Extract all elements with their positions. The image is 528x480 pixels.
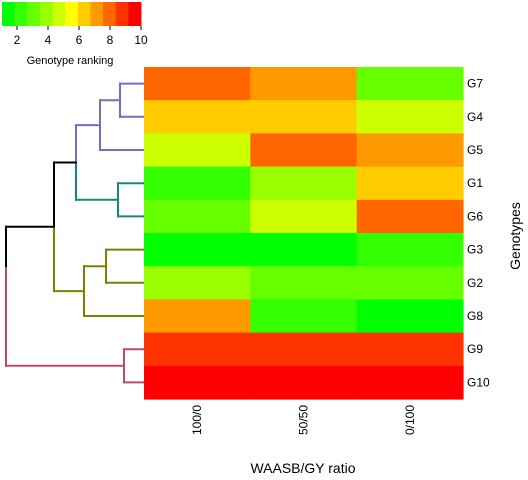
- heatmap-cell: [144, 233, 251, 267]
- heatmap-cell: [357, 299, 464, 333]
- heatmap-cell: [144, 200, 251, 234]
- heatmap-cell: [357, 67, 464, 101]
- heatmap-cell: [144, 167, 251, 201]
- y-tick-label: G8: [467, 309, 483, 323]
- heatmap-cell: [144, 333, 251, 367]
- legend-swatch: [90, 2, 103, 26]
- y-tick-label: G7: [467, 77, 483, 91]
- legend-swatch: [103, 2, 116, 26]
- heatmap-cell: [250, 233, 357, 267]
- heatmap-cell: [250, 67, 357, 101]
- heatmap-cell: [144, 100, 251, 134]
- heatmap-cell: [357, 200, 464, 234]
- y-tick-label: G1: [467, 176, 483, 190]
- heatmap-cell: [250, 333, 357, 367]
- legend-swatch: [2, 2, 15, 26]
- heatmap-cell: [250, 299, 357, 333]
- heatmap-cell: [357, 266, 464, 300]
- x-tick-label: 0/100: [403, 405, 417, 435]
- legend-tick-label: 8: [107, 33, 114, 47]
- legend-swatch: [53, 2, 66, 26]
- heatmap-cell: [250, 100, 357, 134]
- y-tick-label: G2: [467, 276, 483, 290]
- legend-tick-label: 6: [76, 33, 83, 47]
- heatmap-cells: [144, 67, 464, 400]
- color-legend: 2 4 6 8 10 Genotype ranking: [2, 2, 148, 67]
- heatmap-cell: [357, 366, 464, 400]
- legend-swatch: [116, 2, 129, 26]
- x-tick-labels: 100/0 50/50 0/100: [190, 405, 417, 435]
- x-tick-label: 50/50: [297, 405, 311, 435]
- heatmap-cell: [144, 366, 251, 400]
- legend-swatch: [27, 2, 40, 26]
- y-tick-label: G3: [467, 243, 483, 257]
- heatmap-cell: [250, 200, 357, 234]
- heatmap-cell: [144, 133, 251, 167]
- heatmap-cell: [357, 333, 464, 367]
- y-axis-label: Genotypes: [507, 202, 523, 270]
- heatmap-cell: [357, 233, 464, 267]
- legend-tick-label: 4: [45, 33, 52, 47]
- heatmap-cell: [250, 167, 357, 201]
- x-tick-label: 100/0: [190, 405, 204, 435]
- y-tick-label: G5: [467, 143, 483, 157]
- legend-tick-label: 2: [14, 33, 21, 47]
- heatmap-cell: [250, 133, 357, 167]
- heatmap-cell: [144, 67, 251, 101]
- legend-tick-label: 10: [134, 33, 148, 47]
- y-tick-label: G10: [467, 375, 490, 389]
- heatmap-cell: [357, 133, 464, 167]
- x-axis-label: WAASB/GY ratio: [250, 460, 355, 476]
- legend-title: Genotype ranking: [27, 55, 114, 67]
- legend-swatch: [65, 2, 78, 26]
- heatmap-cell: [250, 266, 357, 300]
- y-tick-label: G6: [467, 209, 483, 223]
- heatmap-cell: [357, 100, 464, 134]
- heatmap-cell: [144, 299, 251, 333]
- heatmap-cell: [357, 167, 464, 201]
- legend-swatch: [128, 2, 141, 26]
- y-tick-labels: G7 G4 G5 G1 G6 G3 G2 G8 G9 G10: [467, 77, 490, 390]
- y-tick-label: G4: [467, 110, 483, 124]
- legend-swatches: [2, 2, 142, 26]
- heatmap-cell: [144, 266, 251, 300]
- legend-ticks: 2 4 6 8 10: [14, 26, 148, 47]
- legend-swatch: [15, 2, 28, 26]
- y-tick-label: G9: [467, 342, 483, 356]
- legend-swatch: [78, 2, 91, 26]
- legend-swatch: [40, 2, 53, 26]
- dendrogram: [6, 84, 143, 383]
- heatmap-cell: [250, 366, 357, 400]
